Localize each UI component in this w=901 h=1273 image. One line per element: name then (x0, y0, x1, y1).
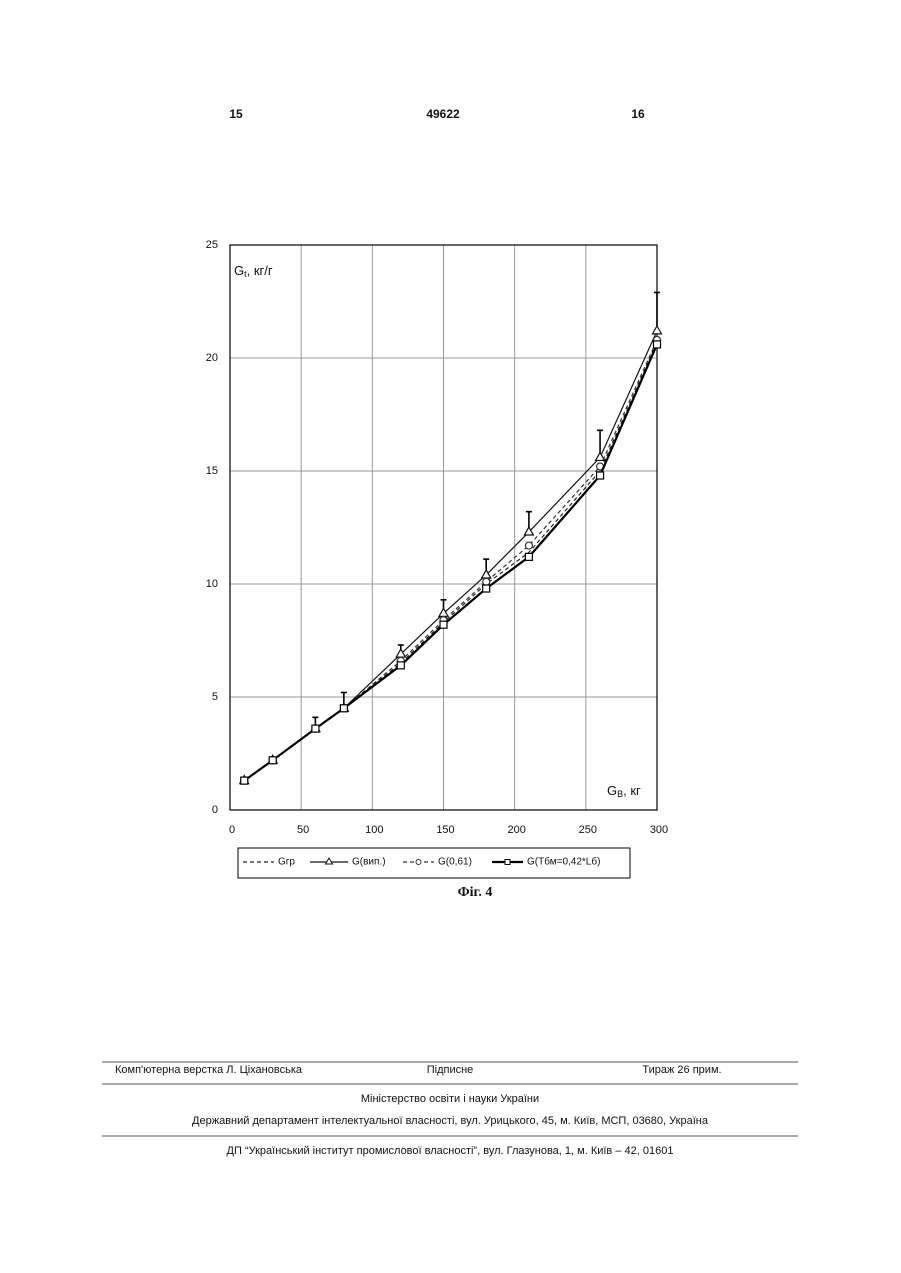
x-tick-label: 100 (365, 824, 383, 836)
point (439, 608, 448, 616)
marker (326, 858, 333, 864)
chart: 0510152025050100150200250300Gt, кг/гGB, … (206, 239, 668, 836)
point (269, 757, 276, 764)
marker (483, 578, 490, 585)
y-tick-label: 5 (212, 691, 218, 703)
marker (241, 777, 248, 784)
x-tick-label: 0 (229, 824, 235, 836)
x-tick-label: 150 (436, 824, 454, 836)
footer-text: Підписне (427, 1064, 474, 1076)
x-tick-label: 250 (579, 824, 597, 836)
footer-text: Тираж 26 прим. (642, 1064, 721, 1076)
y-tick-label: 20 (206, 352, 218, 364)
point (597, 472, 604, 479)
axis-label-part: , кг (623, 783, 641, 798)
point (312, 725, 319, 732)
legend-marker (326, 858, 333, 864)
marker (597, 472, 604, 479)
footer-text: Державний департамент інтелектуальної вл… (192, 1115, 709, 1127)
marker (312, 725, 319, 732)
page: 15 49622 16 0510152025050100150200250300… (0, 0, 901, 1273)
figure-caption: Фіг. 4 (458, 885, 493, 900)
point (340, 705, 347, 712)
marker (440, 621, 447, 628)
marker (397, 662, 404, 669)
y-tick-label: 0 (212, 804, 218, 816)
point (483, 585, 490, 592)
marker (654, 341, 661, 348)
axis-label-part: G (607, 783, 617, 798)
marker (269, 757, 276, 764)
point (654, 341, 661, 348)
axis-label: GB, кг (607, 783, 641, 799)
marker (483, 585, 490, 592)
marker (439, 608, 448, 616)
legend: Gгр G(вип.) G(0,61) G(Тбм=0,42*Lб) (243, 856, 600, 868)
y-tick-label: 10 (206, 578, 218, 590)
axis-label-part: G (234, 263, 244, 278)
series-line (244, 342, 657, 780)
legend-label: G(вип.) (352, 857, 386, 868)
y-tick-label: 15 (206, 465, 218, 477)
axis-label-part: , кг/г (247, 263, 273, 278)
x-tick-label: 50 (297, 824, 309, 836)
legend-marker (505, 860, 510, 865)
x-tick-label: 200 (507, 824, 525, 836)
point (397, 662, 404, 669)
point (525, 553, 532, 560)
point (483, 578, 490, 585)
point (440, 621, 447, 628)
series-line (244, 340, 657, 781)
x-tick-label: 300 (650, 824, 668, 836)
legend-label: Gгр (278, 857, 295, 868)
patent-number: 49622 (426, 107, 460, 121)
marker (340, 705, 347, 712)
marker (416, 860, 421, 865)
point (653, 326, 662, 334)
footer-text: Комп'ютерна верстка Л. Ціхановська (115, 1064, 303, 1076)
legend-label: G(0,61) (438, 857, 472, 868)
point (525, 542, 532, 549)
page-number: 16 (631, 107, 645, 121)
y-tick-label: 25 (206, 239, 218, 251)
marker (653, 326, 662, 334)
legend-marker (416, 860, 421, 865)
marker (525, 553, 532, 560)
footer-text: ДП “Український інститут промислової вла… (227, 1145, 674, 1157)
series-line (244, 344, 657, 780)
marker (525, 542, 532, 549)
page-number: 15 (229, 107, 243, 121)
marker (505, 860, 510, 865)
legend-label: G(Тбм=0,42*Lб) (527, 856, 600, 868)
axis-label: Gt, кг/г (234, 263, 273, 279)
series-line (244, 331, 657, 781)
point (241, 777, 248, 784)
footer-text: Міністерство освіти і науки України (361, 1093, 539, 1105)
